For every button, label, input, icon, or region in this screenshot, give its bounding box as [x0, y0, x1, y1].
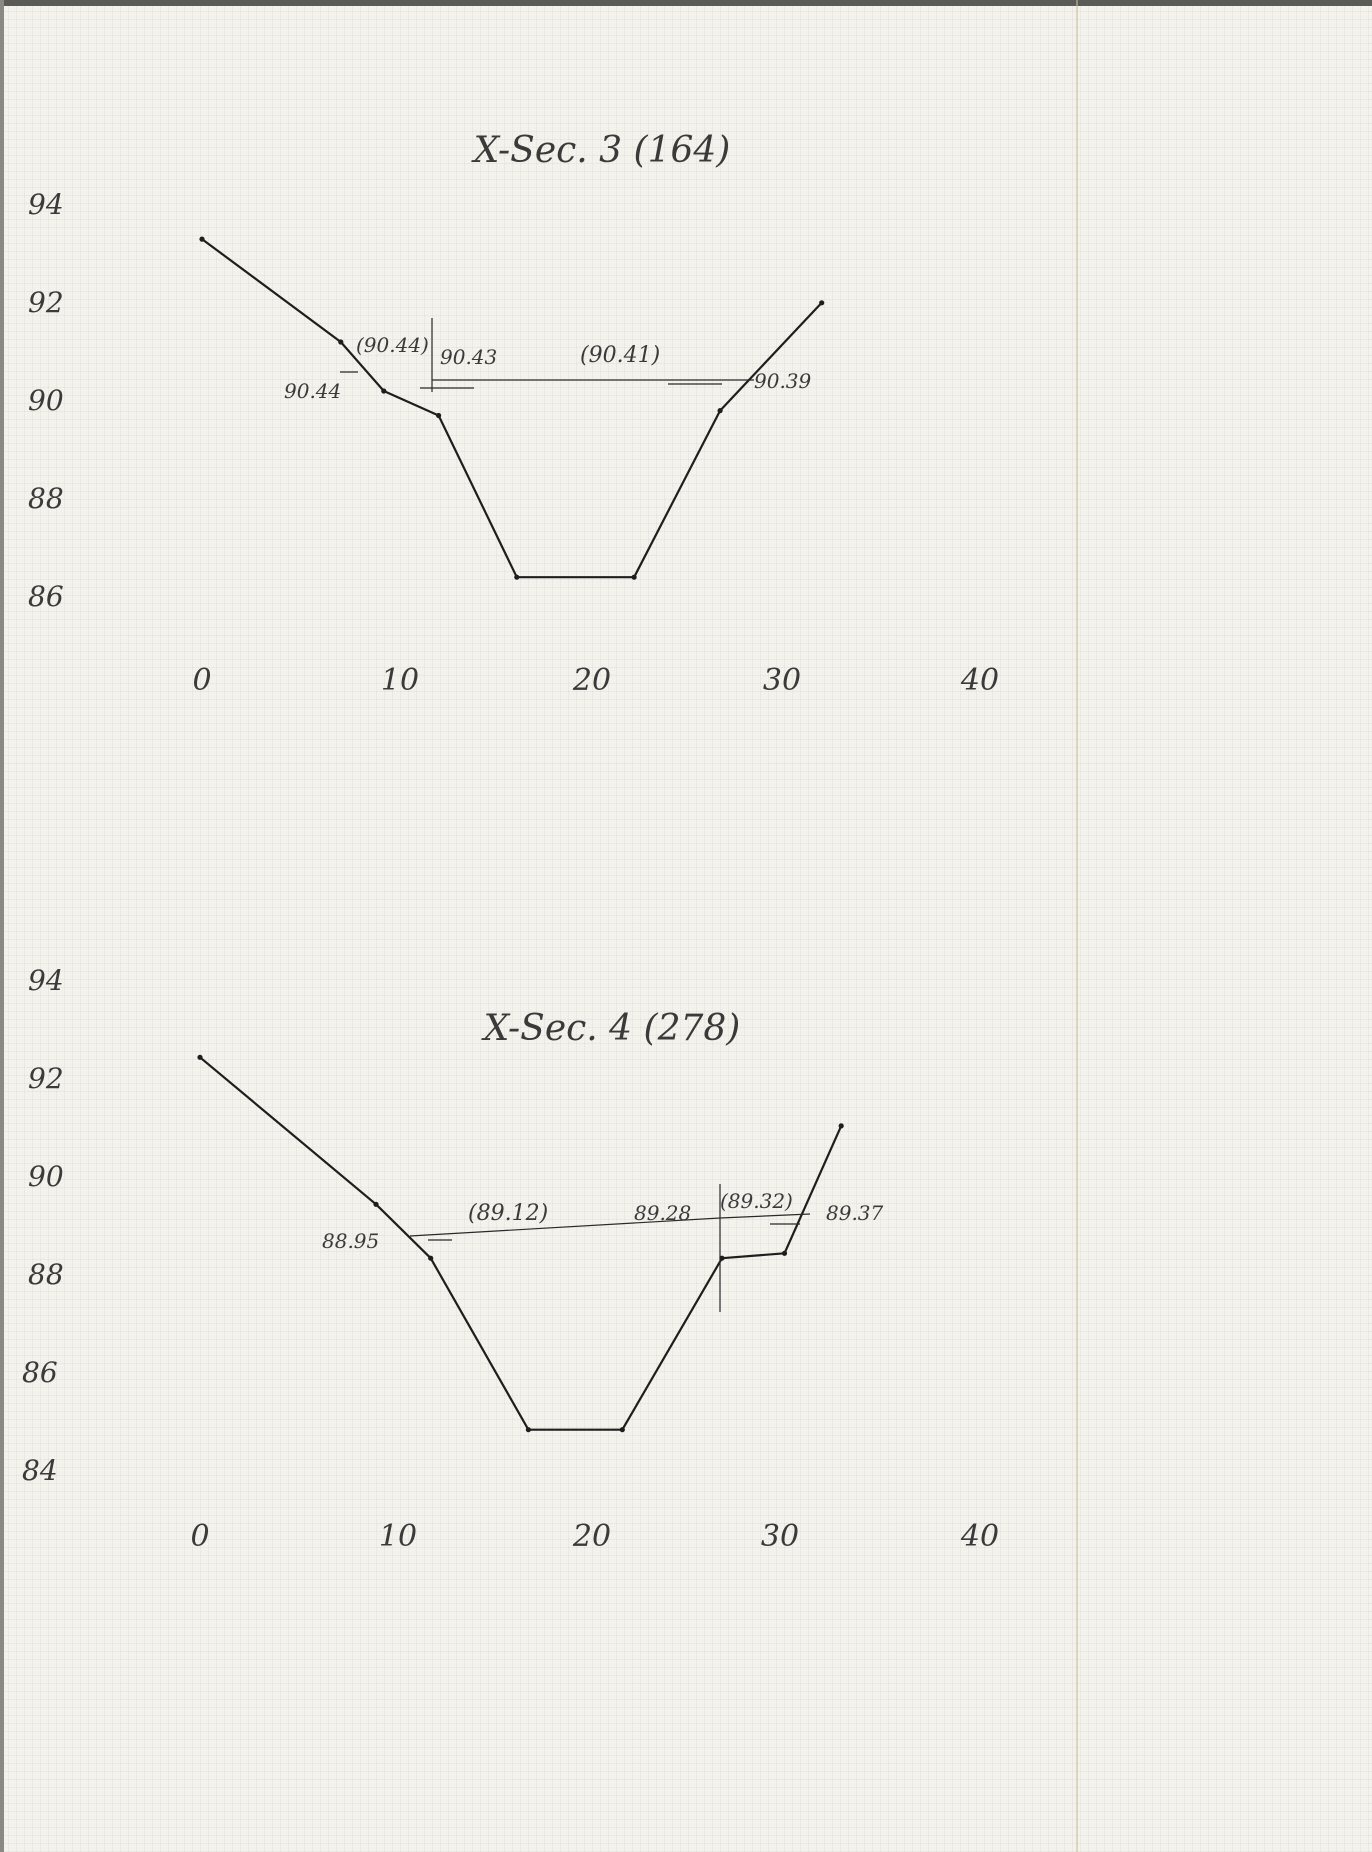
survey-point: [373, 1201, 379, 1207]
y-tick-label: 92: [28, 1062, 64, 1095]
channel-profile-line: [199, 1056, 843, 1431]
survey-point: [428, 1255, 434, 1261]
survey-point: [631, 574, 637, 580]
survey-point: [717, 408, 723, 414]
y-tick-label: 86: [28, 580, 64, 613]
survey-point: [381, 388, 387, 394]
y-tick-label: 90: [28, 384, 64, 417]
survey-point: [525, 1427, 532, 1433]
survey-point: [338, 339, 344, 345]
x-tick-labels: 0 10 20 30 40: [190, 1519, 999, 1554]
water-surface-line: [409, 1217, 721, 1237]
y-tick-label: 92: [28, 286, 64, 319]
y-tick-labels: 94 92 90 88 86 84: [22, 964, 64, 1487]
y-tick-label: 88: [28, 482, 64, 515]
x-tick-label: 20: [572, 1519, 611, 1554]
x-tick-label: 30: [761, 1519, 799, 1554]
margin-line: [1076, 0, 1078, 1852]
survey-point: [838, 1123, 844, 1129]
water-surface: [340, 318, 754, 392]
water-elevation-label: 89.28: [634, 1201, 691, 1225]
x-tick-label: 0: [192, 663, 211, 698]
x-tick-label: 40: [960, 663, 999, 698]
y-tick-label: 84: [22, 1454, 58, 1487]
x-tick-label: 10: [379, 1519, 417, 1554]
cross-section-4-chart: X-Sec. 4 (278) 94 92 90 88 86 84 0 10 20…: [22, 964, 999, 1554]
survey-point: [619, 1427, 625, 1433]
y-tick-label: 86: [22, 1356, 58, 1389]
survey-point: [199, 236, 205, 242]
cross-section-3-chart: X-Sec. 3 (164) 94 92 90 88 86 0 10 20 30…: [28, 130, 999, 698]
y-tick-labels: 94 92 90 88 86: [28, 188, 64, 613]
x-tick-label: 40: [960, 1519, 999, 1554]
water-elevation-label: (90.44): [356, 333, 429, 357]
elevation-annotations: 90.44 (90.44) 90.43 (90.41) 90.39: [284, 333, 812, 403]
y-tick-label: 90: [28, 1160, 64, 1193]
water-elevation-label: 90.44: [284, 379, 341, 403]
x-tick-labels: 0 10 20 30 40: [192, 663, 999, 698]
survey-point: [436, 412, 442, 419]
y-tick-label: 94: [28, 964, 64, 997]
water-elevation-label: 88.95: [322, 1229, 379, 1253]
water-elevation-label: 90.43: [440, 345, 497, 369]
water-elevation-label: 90.39: [754, 369, 812, 393]
survey-point: [197, 1054, 203, 1060]
water-elevation-label: (89.32): [720, 1189, 793, 1213]
water-elevation-label: (90.41): [580, 343, 660, 368]
x-tick-label: 20: [572, 663, 611, 698]
survey-point: [819, 300, 825, 306]
water-elevation-label: (89.12): [468, 1201, 548, 1226]
chart-title: X-Sec. 4 (278): [481, 1008, 741, 1049]
elevation-annotations: 88.95 (89.12) 89.28 (89.32) 89.37: [322, 1189, 884, 1253]
water-surface-line-right: [719, 1213, 811, 1219]
survey-point: [514, 574, 520, 580]
water-surface: [409, 1184, 811, 1312]
survey-point: [781, 1250, 788, 1256]
water-elevation-label: 89.37: [826, 1201, 884, 1225]
channel-profile-line: [201, 238, 823, 579]
x-tick-label: 10: [381, 663, 419, 698]
x-tick-label: 0: [190, 1519, 209, 1554]
scan-edge-top: [0, 0, 1372, 6]
x-tick-label: 30: [763, 663, 801, 698]
survey-point: [719, 1255, 725, 1261]
chart-title: X-Sec. 3 (164): [471, 130, 731, 171]
y-tick-label: 88: [28, 1258, 64, 1291]
scan-edge-left: [0, 0, 4, 1852]
y-tick-label: 94: [28, 188, 64, 221]
